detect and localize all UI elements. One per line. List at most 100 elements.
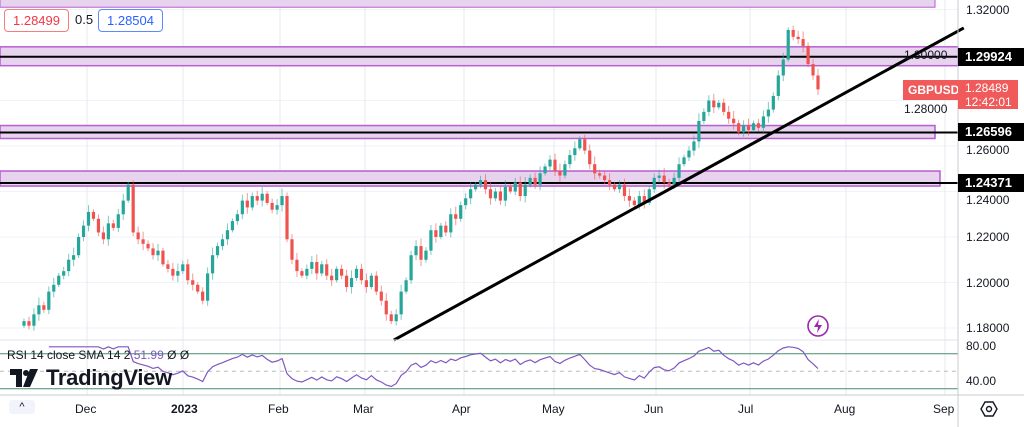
candle-body — [563, 164, 567, 176]
candle-body — [444, 225, 448, 233]
candle-body — [697, 120, 701, 142]
candle-body — [677, 164, 681, 178]
rsi-legend[interactable]: RSI 14 close SMA 14 2 51.99 Ø Ø — [7, 348, 189, 362]
candle-body — [776, 75, 780, 96]
candle-body — [424, 250, 428, 260]
level-price-label: 1.24371 — [958, 174, 1024, 193]
time-tick: Dec — [75, 402, 97, 416]
candle-body — [632, 200, 636, 206]
trendline[interactable] — [393, 26, 965, 342]
candle-body — [732, 118, 736, 124]
time-tick: Sep — [933, 402, 955, 416]
candle-body — [598, 173, 602, 176]
candle-body — [811, 64, 815, 76]
candle-body — [57, 275, 61, 285]
candle-body — [434, 230, 438, 237]
rsi-line — [48, 346, 819, 388]
candle-body — [756, 123, 761, 128]
candle-body — [86, 211, 91, 226]
candle-body — [607, 180, 612, 185]
candle-body — [737, 123, 741, 133]
symbol-label: GBPUSD — [903, 80, 965, 100]
candle-body — [801, 39, 805, 46]
support-resistance-zones — [0, 0, 959, 187]
bar-countdown: 12:42:01 — [965, 95, 1012, 109]
candle-body — [344, 275, 349, 288]
candle-body — [508, 186, 512, 192]
time-tick: Aug — [834, 402, 856, 416]
candle-body — [553, 159, 557, 172]
candle-body — [379, 291, 383, 301]
rsi-value: 51.99 — [133, 348, 164, 362]
candle-body — [478, 180, 483, 185]
price-tick: 1.28000 — [904, 101, 948, 116]
candle-body — [171, 268, 175, 276]
tradingview-logo: TradingView — [10, 366, 172, 390]
candle-body — [414, 246, 418, 256]
tradingview-logo-icon — [10, 369, 38, 387]
candle-body — [47, 291, 51, 310]
candle-body — [176, 271, 180, 276]
candle-body — [399, 291, 403, 315]
candle-body — [712, 100, 716, 108]
candle-body — [568, 155, 572, 165]
tradingview-wordmark: TradingView — [46, 365, 172, 390]
candle-body — [483, 180, 488, 190]
candle-body — [409, 255, 413, 281]
candle-body — [240, 200, 244, 215]
candle-body — [364, 280, 369, 288]
candle-body — [260, 193, 264, 201]
candle-body — [91, 211, 96, 219]
time-tick: Jul — [738, 402, 754, 416]
candle-body — [106, 223, 110, 240]
candle-body — [503, 186, 507, 201]
candle-body — [518, 182, 522, 197]
candle-body — [126, 184, 130, 201]
candle-body — [255, 196, 259, 201]
spread-value: 0.5 — [75, 12, 94, 27]
settings-icon[interactable] — [980, 400, 998, 418]
candle-body — [81, 225, 86, 237]
candle-body — [37, 305, 41, 315]
candle-body — [201, 291, 205, 301]
candle-body — [290, 239, 294, 260]
candle-body — [454, 214, 458, 219]
candle-body — [449, 214, 453, 233]
candle-body — [67, 259, 71, 272]
candle-body — [637, 196, 641, 206]
price-tick: 1.26000 — [966, 143, 1010, 157]
candle-body — [464, 198, 468, 206]
candle-body — [22, 321, 26, 326]
rsi-tick-80: 80.00 — [966, 339, 997, 353]
candle-body — [687, 150, 691, 158]
last-price: 1.28489 — [965, 81, 1009, 95]
candle-body — [330, 275, 334, 281]
candle-body — [42, 305, 46, 310]
candle-body — [498, 191, 502, 201]
candle-body — [225, 230, 230, 240]
candle-body — [528, 177, 532, 185]
lightning-icon[interactable] — [806, 314, 830, 338]
candle-body — [682, 157, 686, 165]
rsi-title: RSI 14 close SMA 14 2 — [7, 348, 131, 362]
ask-price-button[interactable]: 1.28504 — [98, 9, 163, 32]
level-price-label: 1.29924 — [958, 47, 1024, 66]
candle-body — [52, 284, 56, 292]
bid-price-button[interactable]: 1.28499 — [4, 9, 69, 32]
collapse-chevron-icon[interactable]: ^ — [9, 400, 35, 414]
candle-body — [642, 196, 646, 203]
candle-body — [727, 111, 731, 119]
candle-body — [206, 273, 210, 301]
candle-body — [96, 218, 101, 233]
candle-body — [746, 125, 751, 131]
candle-body — [72, 255, 76, 260]
candle-body — [404, 280, 408, 292]
candle-body — [707, 100, 711, 112]
candle-body — [627, 196, 632, 201]
rsi-sma-value-2: Ø — [179, 348, 190, 362]
candle-body — [116, 214, 120, 228]
candle-body — [349, 277, 354, 288]
candle-body — [215, 246, 220, 256]
candle-body — [652, 177, 656, 190]
